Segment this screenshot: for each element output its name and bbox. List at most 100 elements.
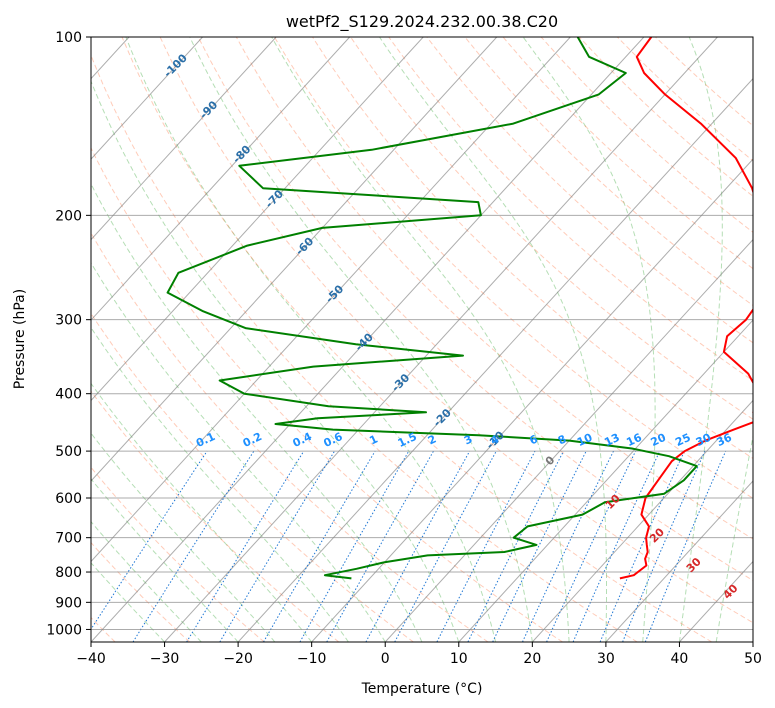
mixing-ratio-line [436, 450, 536, 642]
dry-adiabat-line [159, 37, 753, 624]
mixing-ratio-line [219, 450, 336, 642]
y-tick-label: 200 [55, 208, 82, 224]
temperature-profile-line [619, 37, 753, 580]
y-tick-label: 400 [55, 387, 82, 403]
mixing-ratio-line [132, 450, 255, 642]
mixing-ratio-label: 25 [673, 431, 692, 449]
x-tick-label: −40 [76, 651, 106, 667]
x-tick-label: 20 [523, 651, 541, 667]
dry-adiabat-line [91, 466, 265, 642]
plot-frame [90, 36, 754, 643]
mixing-ratio-label: 30 [694, 431, 714, 449]
isotherm-line [237, 77, 753, 642]
mixing-ratio-label: 0.6 [321, 430, 344, 450]
isotherm-line [531, 399, 753, 642]
isotherm-line [91, 37, 645, 642]
sounding-profiles [166, 37, 753, 580]
mixing-ratio-line [394, 450, 497, 642]
dry-adiabat-line [655, 37, 753, 127]
isotherm-line [311, 158, 753, 642]
y-tick-label: 300 [55, 313, 82, 329]
dewpoint-profile-line [166, 37, 698, 580]
moist-adiabat-line [189, 37, 533, 642]
mixing-ratio-label: 20 [649, 431, 669, 449]
isotherm-line [605, 480, 753, 642]
moist-adiabat-line [91, 182, 423, 642]
x-axis-ticks: −40 −30 −20 −10 0 10 20 30 40 50 [76, 642, 762, 667]
mixing-ratio-line [326, 450, 434, 642]
y-tick-label: 600 [55, 491, 82, 507]
y-tick-label: 900 [55, 595, 82, 611]
mixing-ratio-label: 0.1 [194, 430, 217, 450]
moist-adiabat-line [91, 432, 276, 642]
isotherm-line [164, 37, 718, 642]
mixing-ratio-line [572, 450, 661, 642]
mixing-ratio-label: 0.4 [291, 430, 314, 450]
moist-adiabat-line [271, 37, 570, 642]
isotherm-line [91, 37, 203, 160]
moist-adiabat-line [379, 37, 607, 642]
dry-adiabat-line [91, 312, 414, 642]
dry-adiabat-line [197, 37, 753, 582]
mixing-ratio-label: 6 [527, 432, 540, 447]
y-tick-label: 800 [55, 565, 82, 581]
mixing-ratio-line [599, 450, 685, 642]
mixing-ratio-line [263, 450, 376, 642]
mixing-ratio-label: 1 [367, 432, 379, 447]
mixing-ratio-label: 13 [602, 431, 621, 449]
x-tick-label: 30 [597, 651, 615, 667]
moist-adiabat-line [125, 37, 497, 642]
y-tick-label: 100 [55, 30, 82, 46]
x-tick-label: −10 [297, 651, 327, 667]
moist-adiabat-line [678, 37, 723, 642]
y-axis-ticks: 100 200 300 400 500 600 700 800 900 1000 [46, 30, 91, 638]
y-axis-label: Pressure (hPa) [12, 289, 28, 389]
dry-adiabat-line [91, 541, 191, 642]
isotherm-line [91, 37, 498, 482]
moist-adiabat-line [91, 562, 165, 642]
isotherm-line [91, 37, 424, 402]
x-tick-label: −20 [223, 651, 253, 667]
dry-adiabat-line [578, 37, 753, 197]
moist-adiabat-line [91, 80, 460, 642]
dry-adiabat-line [91, 146, 563, 642]
moist-adiabat-line [91, 520, 202, 642]
dry-adiabat-line [91, 53, 638, 642]
isotherm-line [91, 37, 277, 241]
mixing-ratio-line [299, 450, 410, 642]
mixing-ratio-line [365, 450, 471, 642]
y-tick-label: 1000 [46, 622, 82, 638]
mixing-ratio-line [522, 450, 614, 642]
mixing-ratio-line [622, 450, 706, 642]
moist-adiabat-line [91, 478, 239, 642]
mixing-ratio-label: 0.2 [241, 430, 264, 450]
y-tick-label: 700 [55, 531, 82, 547]
mixing-ratio-line [467, 450, 565, 642]
isotherm-line [384, 238, 753, 642]
isotherm-line [91, 37, 571, 563]
mixing-ratio-line [186, 450, 305, 642]
mixing-ratio-line [546, 450, 637, 642]
moist-adiabat-line [91, 326, 349, 642]
moist-adiabat-line [91, 261, 386, 642]
x-tick-label: 50 [744, 651, 762, 667]
isotherm-line [752, 641, 753, 642]
y-tick-label: 500 [55, 444, 82, 460]
chart-title: wetPf2_S129.2024.232.00.38.C20 [286, 12, 558, 32]
dry-adiabat-line [426, 37, 753, 344]
dry-adiabat-line [388, 37, 753, 382]
mixing-ratio-line [492, 450, 587, 642]
x-tick-label: 40 [671, 651, 689, 667]
mixing-ratio-label: 2 [426, 432, 438, 447]
x-axis-label: Temperature (°C) [361, 681, 483, 697]
moist-adiabat-line [91, 382, 313, 642]
background-reference-lines [91, 37, 753, 642]
x-tick-label: 10 [450, 651, 468, 667]
isotherm-line [91, 37, 351, 321]
mixing-ratio-label: 16 [624, 431, 644, 449]
mixing-ratio-line [644, 450, 727, 642]
dry-adiabat-line [273, 37, 753, 499]
mixing-ratio-label: 10 [575, 431, 595, 449]
isotherm-line [458, 319, 753, 642]
